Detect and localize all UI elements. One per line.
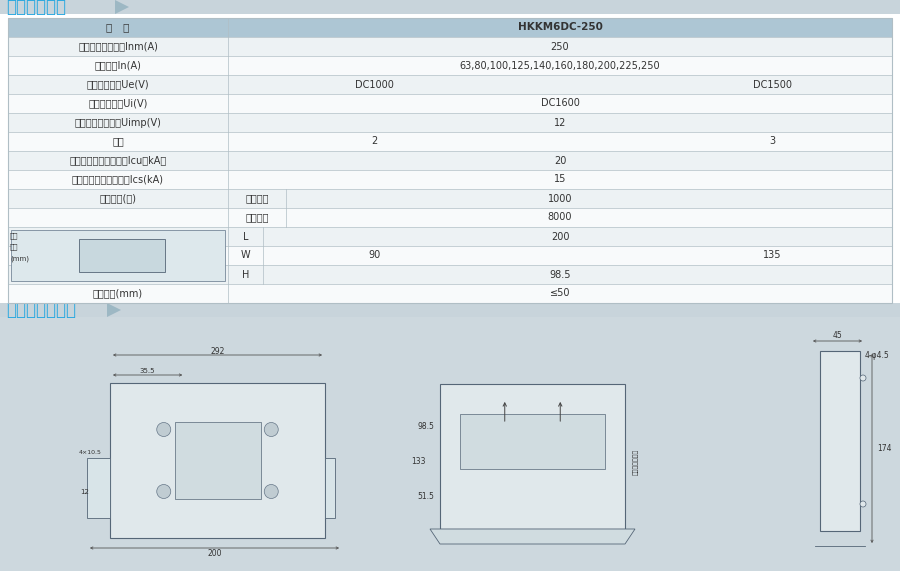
Circle shape [860, 501, 866, 507]
Text: 4×10.5: 4×10.5 [78, 451, 102, 455]
Bar [325, 458, 335, 518]
Bar [79, 239, 165, 272]
Bar [8, 18, 892, 37]
Bar [820, 351, 860, 531]
Text: 200: 200 [551, 231, 569, 242]
Bar [175, 422, 260, 499]
Bar [8, 56, 892, 75]
Text: 额定电流In(A): 额定电流In(A) [94, 61, 141, 70]
Text: 200: 200 [207, 549, 221, 558]
Text: 机械寿命: 机械寿命 [245, 212, 269, 223]
Text: 45: 45 [832, 332, 842, 340]
Bar [8, 227, 892, 246]
Text: 135: 135 [763, 251, 782, 260]
Text: 133: 133 [410, 457, 425, 466]
Text: 12: 12 [81, 489, 89, 494]
Text: 51.5: 51.5 [418, 492, 435, 501]
Text: ≤50: ≤50 [550, 288, 571, 299]
Text: DC1000: DC1000 [355, 79, 393, 90]
Bar [8, 189, 892, 208]
Bar [460, 414, 605, 469]
Text: 型   号: 型 号 [106, 22, 130, 33]
Text: 额定极限短路分断能力Icu（kA）: 额定极限短路分断能力Icu（kA） [69, 155, 166, 166]
Text: 断路器安装方向: 断路器安装方向 [633, 448, 639, 475]
Text: DC1500: DC1500 [753, 79, 792, 90]
Bar [87, 458, 110, 518]
Text: 90: 90 [368, 251, 380, 260]
Bar [0, 0, 900, 14]
Text: 4-φ4.5: 4-φ4.5 [865, 352, 890, 360]
Text: 电气寿命: 电气寿命 [245, 194, 269, 203]
Text: 15: 15 [554, 175, 566, 184]
Bar [8, 151, 892, 170]
Text: 尺寸: 尺寸 [10, 244, 19, 250]
Text: H: H [242, 270, 249, 279]
Text: 外形与安装尺寸: 外形与安装尺寸 [6, 301, 76, 319]
Bar [8, 132, 892, 151]
Text: W: W [240, 251, 250, 260]
Text: L: L [243, 231, 248, 242]
Text: DC1600: DC1600 [541, 99, 580, 108]
Text: 极数: 极数 [112, 136, 124, 147]
Text: 20: 20 [554, 155, 566, 166]
Bar [0, 317, 900, 571]
Bar [8, 265, 892, 284]
Bar [8, 37, 892, 56]
Text: 63,80,100,125,140,160,180,200,225,250: 63,80,100,125,140,160,180,200,225,250 [460, 61, 661, 70]
Bar [8, 170, 892, 189]
Text: 额定冲击耐受电压Uimp(V): 额定冲击耐受电压Uimp(V) [75, 118, 161, 127]
Text: (mm): (mm) [10, 255, 29, 262]
Text: 主要技术参数: 主要技术参数 [6, 0, 66, 16]
Circle shape [157, 485, 171, 498]
Bar [11, 230, 225, 281]
Bar [110, 383, 325, 538]
Bar [8, 284, 892, 303]
Text: 98.5: 98.5 [418, 422, 435, 431]
Text: 飞弧距离(mm): 飞弧距离(mm) [93, 288, 143, 299]
Text: 额定运行短路分断能力Ics(kA): 额定运行短路分断能力Ics(kA) [72, 175, 164, 184]
Text: 35.5: 35.5 [140, 368, 156, 374]
Text: 1000: 1000 [548, 194, 572, 203]
Bar [8, 113, 892, 132]
Text: 额定绝缘电压Ui(V): 额定绝缘电压Ui(V) [88, 99, 148, 108]
Bar [8, 246, 892, 265]
Polygon shape [430, 529, 635, 544]
Text: 2: 2 [371, 136, 377, 147]
Text: 292: 292 [211, 347, 225, 356]
Circle shape [265, 485, 278, 498]
Text: 壳架等级额定电流Inm(A): 壳架等级额定电流Inm(A) [78, 42, 158, 51]
Text: 3: 3 [770, 136, 776, 147]
Text: 250: 250 [551, 42, 570, 51]
Bar [8, 94, 892, 113]
Text: HKKM6DC-250: HKKM6DC-250 [518, 22, 602, 33]
Text: 操作性能(次): 操作性能(次) [100, 194, 137, 203]
Bar [8, 75, 892, 94]
Text: 额定工作电压Ue(V): 额定工作电压Ue(V) [86, 79, 149, 90]
Polygon shape [115, 0, 129, 14]
Text: 外形: 外形 [10, 232, 19, 239]
Bar [440, 384, 625, 529]
Bar [8, 208, 892, 227]
Bar [8, 18, 892, 303]
Text: 98.5: 98.5 [549, 270, 571, 279]
Circle shape [265, 423, 278, 436]
Polygon shape [107, 303, 121, 317]
Circle shape [157, 423, 171, 436]
Text: 8000: 8000 [548, 212, 572, 223]
Bar [0, 303, 900, 317]
Text: 12: 12 [554, 118, 566, 127]
Text: 174: 174 [877, 444, 892, 453]
Circle shape [860, 375, 866, 381]
